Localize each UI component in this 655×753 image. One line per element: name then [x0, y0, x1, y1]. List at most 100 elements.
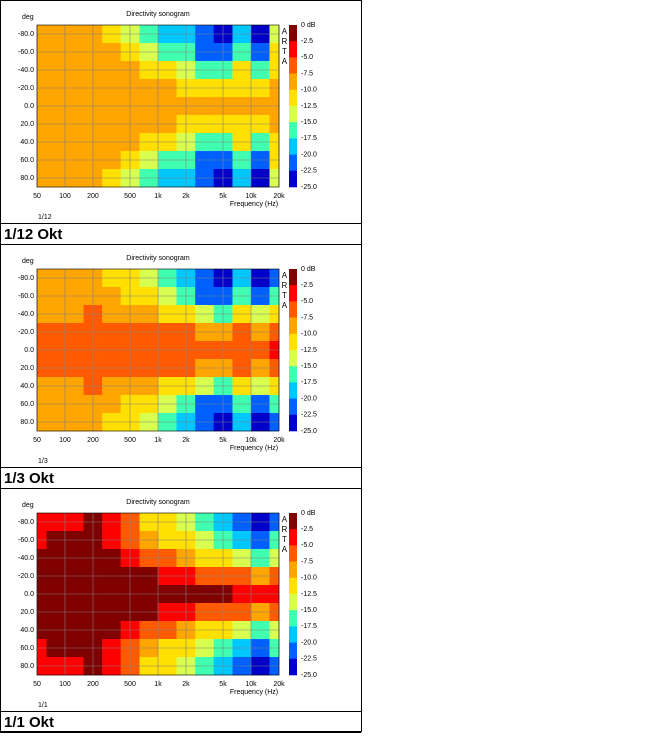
colorbar-band	[289, 610, 297, 627]
colorbar-label: -7.5	[301, 314, 313, 321]
colorbar-band	[289, 138, 297, 155]
colorbar-label: 0 dB	[301, 266, 316, 273]
colorbar-label: -25.0	[301, 428, 317, 435]
y-tick-label: 80.0	[20, 663, 34, 670]
colorbar-band	[289, 25, 297, 42]
x-tick-label: 10k	[245, 437, 257, 444]
colorbar-label: -10.0	[301, 575, 317, 582]
colorbar-band	[289, 366, 297, 383]
colorbar-label: -7.5	[301, 70, 313, 77]
x-axis-label: Frequency (Hz)	[230, 201, 278, 208]
x-tick-label: 5k	[219, 681, 227, 688]
x-tick-label: 20k	[273, 437, 285, 444]
x-tick-label: 50	[33, 681, 41, 688]
colorbar-label: -20.0	[301, 151, 317, 158]
colorbar-band	[289, 106, 297, 123]
colorbar-label: -20.0	[301, 395, 317, 402]
x-tick-label: 100	[59, 681, 71, 688]
x-tick-label: 500	[124, 681, 136, 688]
x-tick-label: 200	[87, 437, 99, 444]
y-tick-label: -60.0	[18, 49, 34, 56]
y-axis-label: deg	[22, 14, 34, 21]
brand: ARTA	[280, 515, 289, 555]
colorbar-band	[289, 626, 297, 643]
colorbar-band	[289, 398, 297, 416]
note: 1/3	[38, 458, 48, 465]
colorbar-band	[289, 170, 297, 188]
x-tick-label: 50	[33, 193, 41, 200]
chart-title: Directivity sonogram	[126, 499, 190, 506]
colorbar-band	[289, 642, 297, 660]
colorbar-band	[289, 577, 297, 595]
x-tick-label: 5k	[219, 193, 227, 200]
y-tick-label: 0.0	[24, 103, 34, 110]
plot-frame	[36, 512, 280, 676]
y-tick-label: 0.0	[24, 591, 34, 598]
colorbar-band	[289, 658, 297, 676]
y-tick-label: 20.0	[20, 365, 34, 372]
colorbar-label: -2.5	[301, 526, 313, 533]
colorbar-label: -5.0	[301, 54, 313, 61]
y-tick-label: -80.0	[18, 275, 34, 282]
colorbar-label: -2.5	[301, 38, 313, 45]
chart: 50 100 200 500 1k 2k 5k 10k 20k -80.0 -60.0 -40.0 -2…	[0, 11, 361, 245]
colorbar-label: -17.5	[301, 623, 317, 630]
x-tick-label: 1k	[154, 193, 162, 200]
y-tick-label: -80.0	[18, 31, 34, 38]
colorbar-label: -12.5	[301, 591, 317, 598]
chart: 50 100 200 500 1k 2k 5k 10k 20k -80.0 -60.0 -40.0 -2…	[0, 499, 361, 733]
colorbar-band	[289, 414, 297, 432]
colorbar-label: -12.5	[301, 347, 317, 354]
colorbar-band	[289, 154, 297, 172]
caption: 1/1 Okt	[4, 714, 54, 731]
y-tick-label: 40.0	[20, 627, 34, 634]
note: 1/1	[38, 702, 48, 709]
y-tick-label: 80.0	[20, 175, 34, 182]
x-tick-label: 200	[87, 193, 99, 200]
colorbar-band	[289, 57, 297, 74]
colorbar-band	[289, 89, 297, 107]
colorbar-band	[289, 529, 297, 546]
caption: 1/12 Okt	[4, 226, 62, 243]
colorbar-label: -25.0	[301, 672, 317, 679]
colorbar-band	[289, 73, 297, 91]
colorbar-label: -15.0	[301, 607, 317, 614]
colorbar-band	[289, 382, 297, 399]
x-axis-label: Frequency (Hz)	[230, 445, 278, 452]
colorbar-band	[289, 545, 297, 562]
chart: 50 100 200 500 1k 2k 5k 10k 20k -80.0 -60.0 -40.0 -2…	[0, 255, 361, 489]
y-tick-label: -40.0	[18, 67, 34, 74]
y-tick-label: -80.0	[18, 519, 34, 526]
x-tick-label: 20k	[273, 193, 285, 200]
x-tick-label: 2k	[182, 681, 190, 688]
y-tick-label: 0.0	[24, 347, 34, 354]
colorbar-band	[289, 513, 297, 530]
colorbar-band	[289, 317, 297, 335]
x-tick-label: 500	[124, 437, 136, 444]
y-tick-label: 60.0	[20, 401, 34, 408]
y-tick-label: -20.0	[18, 85, 34, 92]
note: 1/12	[38, 214, 52, 221]
colorbar-band	[289, 561, 297, 579]
y-tick-label: -40.0	[18, 555, 34, 562]
chart-title: Directivity sonogram	[126, 11, 190, 18]
colorbar-band	[289, 350, 297, 367]
plot-frame	[36, 268, 280, 432]
chart-title: Directivity sonogram	[126, 255, 190, 262]
x-tick-label: 10k	[245, 193, 257, 200]
x-tick-label: 100	[59, 437, 71, 444]
x-tick-label: 5k	[219, 437, 227, 444]
colorbar-band	[289, 122, 297, 139]
x-tick-label: 2k	[182, 437, 190, 444]
colorbar-band	[289, 41, 297, 58]
colorbar-label: -10.0	[301, 87, 317, 94]
colorbar-label: 0 dB	[301, 510, 316, 517]
colorbar-label: -5.0	[301, 542, 313, 549]
colorbar-band	[289, 285, 297, 302]
caption: 1/3 Okt	[4, 470, 54, 487]
colorbar-label: -25.0	[301, 184, 317, 191]
x-tick-label: 500	[124, 193, 136, 200]
y-tick-label: 20.0	[20, 121, 34, 128]
colorbar-label: -7.5	[301, 558, 313, 565]
colorbar-label: -5.0	[301, 298, 313, 305]
